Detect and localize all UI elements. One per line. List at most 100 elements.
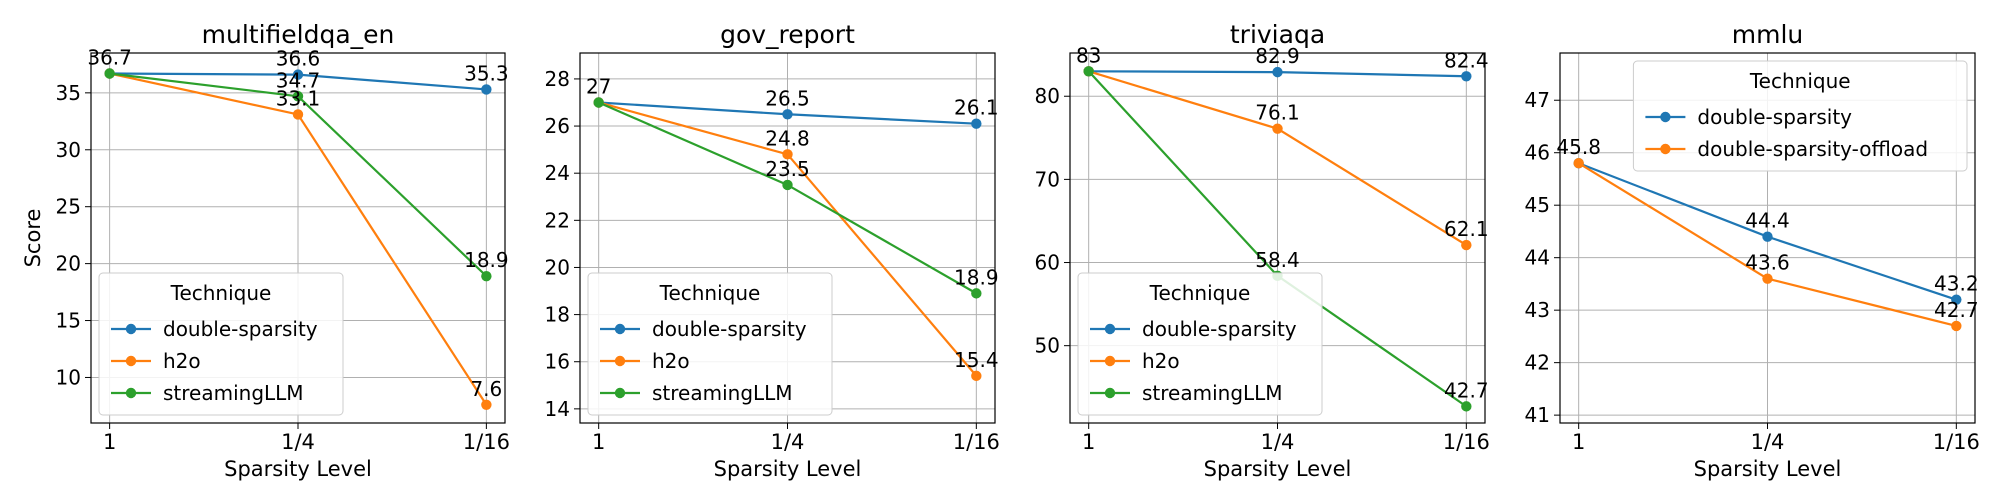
y-tick-label: 60	[1035, 251, 1060, 275]
x-tick-label: 1	[103, 430, 116, 454]
legend-entry-label: streamingLLM	[163, 381, 304, 405]
data-point-double-sparsity-offload	[1573, 158, 1584, 169]
data-label: 23.5	[765, 157, 810, 181]
data-point-double-sparsity-offload	[1951, 320, 1962, 332]
data-label: 76.1	[1255, 101, 1300, 125]
y-tick-label: 14	[545, 397, 570, 421]
x-axis-label: Sparsity Level	[714, 457, 862, 481]
x-tick-label: 1/4	[1261, 430, 1295, 454]
y-tick-label: 46	[1525, 141, 1550, 165]
x-tick-label: 1	[1082, 430, 1095, 454]
legend-entry-label: streamingLLM	[1142, 381, 1283, 405]
legend-title: Technique	[659, 281, 761, 305]
legend-swatch-marker	[125, 323, 137, 335]
legend-swatch-marker	[1660, 111, 1671, 123]
chart-title: triviaqa	[1230, 20, 1325, 49]
legend-entry-label: h2o	[652, 349, 690, 373]
data-point-double-sparsity	[971, 118, 982, 129]
data-label: 42.7	[1934, 298, 1979, 322]
data-point-streamingLLM	[104, 68, 115, 79]
legend-box	[1632, 60, 1968, 172]
data-label: 15.4	[954, 348, 999, 372]
data-point-streamingLLM	[593, 97, 604, 108]
data-point-h2o	[481, 399, 492, 410]
data-point-double-sparsity	[1951, 294, 1962, 305]
data-point-double-sparsity	[481, 84, 492, 95]
data-point-double-sparsity	[1272, 66, 1283, 78]
legend-title: Technique	[170, 281, 272, 305]
data-label: 35.3	[464, 61, 509, 85]
legend-entry-label: h2o	[163, 349, 201, 373]
legend-swatch-marker	[125, 355, 137, 367]
data-label: 82.4	[1444, 48, 1489, 72]
data-point-streamingLLM	[971, 288, 982, 299]
x-axis-label: Sparsity Level	[1204, 457, 1352, 481]
data-point-streamingLLM	[481, 270, 492, 282]
data-point-double-sparsity-offload	[1762, 273, 1773, 284]
data-label: 26.5	[765, 86, 810, 110]
data-label: 18.9	[954, 265, 999, 289]
legend-entry-label: double-sparsity-offload	[1697, 137, 1928, 161]
y-tick-label: 70	[1035, 167, 1060, 191]
data-point-h2o	[971, 370, 982, 382]
legend-entry-label: h2o	[1142, 349, 1180, 373]
y-tick-label: 20	[545, 255, 570, 279]
chart-title: multifieldqa_en	[202, 20, 395, 49]
chart-panel-mmlu: 1 1/4 1/16 41 42 43 44 45 46 47 mmlu Sparsity Level…	[1525, 20, 1980, 481]
legend-swatch-marker	[125, 387, 137, 399]
data-label: 58.4	[1255, 248, 1300, 272]
data-label: 36.6	[276, 47, 321, 71]
y-tick-label: 30	[56, 138, 81, 162]
y-tick-label: 45	[1525, 193, 1550, 217]
data-label: 82.9	[1255, 44, 1300, 68]
y-tick-label: 16	[545, 350, 570, 374]
y-tick-label: 47	[1525, 88, 1550, 112]
data-label: 36.7	[87, 45, 132, 69]
y-tick-label: 80	[1035, 84, 1060, 108]
legend-entry-label: double-sparsity	[163, 317, 318, 341]
y-tick-label: 24	[545, 161, 570, 185]
legend: Technique double-sparsity double-sparsity-…	[1632, 60, 1968, 172]
chart-panel-multifieldqa_en: 1 1/4 1/16 10 15 20 25 30 35 multifieldqa_en Spars…	[21, 20, 510, 481]
legend-swatch-marker	[614, 323, 626, 335]
data-label: 45.8	[1556, 135, 1601, 159]
legend: Technique double-sparsity h2o streamingLLM	[587, 272, 833, 416]
legend-box	[587, 272, 833, 416]
y-tick-label: 26	[545, 114, 570, 138]
legend-entry-label: double-sparsity	[1697, 105, 1852, 129]
legend-swatch-marker	[1104, 387, 1116, 399]
chart-panel-gov_report: 1 1/4 1/16 14 16 18 20 22 24 26 28 gov_report Sparsi…	[545, 20, 1000, 481]
data-label: 7.6	[470, 377, 502, 401]
legend-title: Technique	[1749, 69, 1851, 93]
data-label: 18.9	[464, 248, 509, 272]
data-label: 33.1	[276, 86, 321, 110]
y-axis-label: Score	[21, 209, 45, 268]
legend-entry-label: double-sparsity	[1142, 317, 1297, 341]
y-tick-label: 22	[545, 208, 570, 232]
data-point-h2o	[292, 109, 304, 120]
x-tick-label: 1/16	[953, 430, 1000, 454]
data-label: 43.2	[1934, 272, 1979, 296]
x-axis-label: Sparsity Level	[224, 457, 372, 481]
legend-entry-label: streamingLLM	[652, 381, 793, 405]
data-point-h2o	[1461, 239, 1472, 251]
y-tick-label: 42	[1525, 351, 1550, 375]
legend-swatch-marker	[1660, 143, 1671, 155]
data-point-streamingLLM	[1461, 401, 1472, 412]
legend-box	[1077, 272, 1323, 416]
y-tick-label: 18	[545, 303, 570, 327]
data-point-streamingLLM	[292, 91, 304, 102]
x-tick-label: 1/16	[1933, 430, 1980, 454]
data-label: 62.1	[1444, 217, 1489, 241]
data-label: 42.7	[1444, 378, 1489, 402]
y-tick-label: 10	[56, 365, 81, 389]
x-tick-label: 1/4	[771, 430, 805, 454]
data-label: 27	[586, 74, 611, 98]
legend-swatch-marker	[1104, 323, 1116, 335]
data-label: 43.6	[1745, 251, 1790, 275]
y-tick-label: 25	[56, 195, 81, 219]
legend-title: Technique	[1149, 281, 1251, 305]
y-tick-label: 28	[545, 67, 570, 91]
data-point-double-sparsity	[782, 109, 793, 120]
